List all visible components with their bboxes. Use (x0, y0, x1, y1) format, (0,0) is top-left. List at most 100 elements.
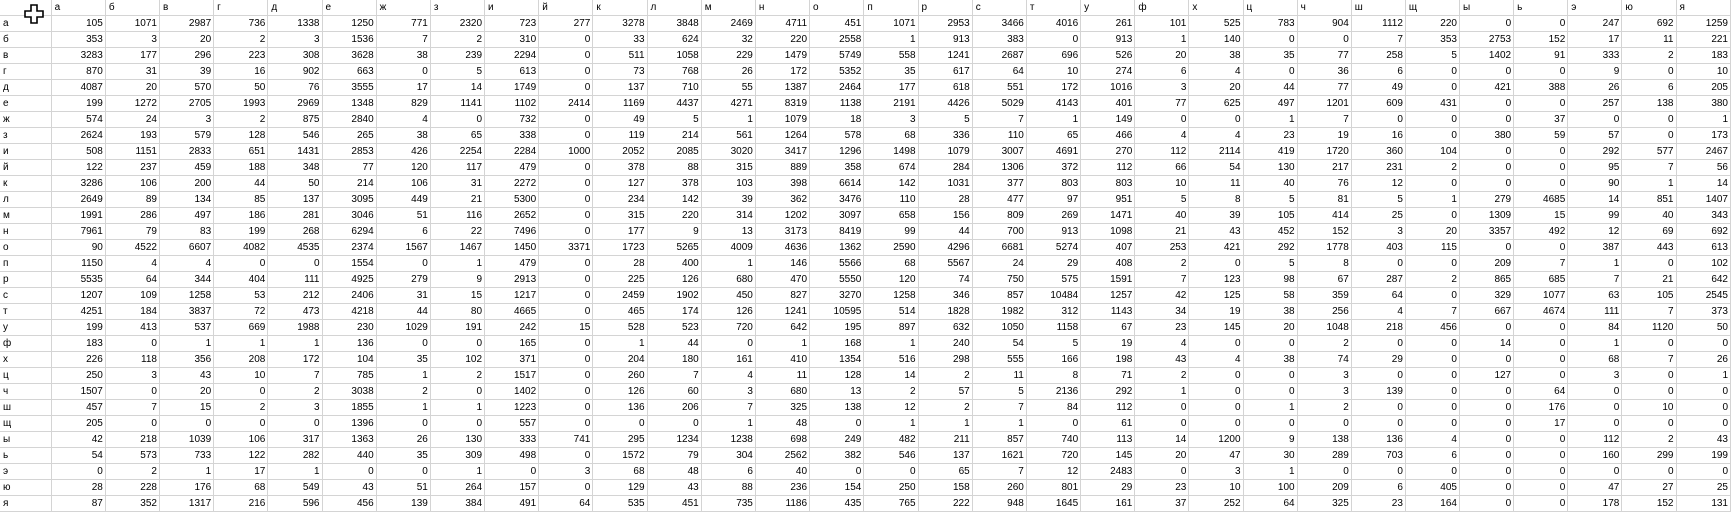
data-cell[interactable]: 561 (701, 127, 756, 145)
data-cell[interactable]: 0 (1621, 111, 1677, 129)
data-cell[interactable]: 77 (1297, 79, 1352, 97)
data-cell[interactable]: 360 (1351, 143, 1406, 161)
data-cell[interactable]: 0 (538, 303, 594, 321)
data-cell[interactable]: 516 (863, 351, 919, 369)
data-cell[interactable]: 43 (159, 367, 215, 385)
data-cell[interactable]: 0 (1297, 463, 1352, 481)
data-cell[interactable]: 3095 (322, 191, 377, 209)
data-cell[interactable]: 692 (1676, 223, 1731, 241)
column-header[interactable]: я (1676, 0, 1731, 17)
data-cell[interactable]: 0 (809, 415, 865, 433)
data-cell[interactable]: 3837 (159, 303, 215, 321)
data-cell[interactable]: 525 (1188, 15, 1244, 33)
data-cell[interactable]: 3038 (322, 383, 377, 401)
data-cell[interactable]: 274 (1080, 63, 1136, 81)
data-cell[interactable]: 252 (1188, 495, 1244, 513)
data-cell[interactable]: 0 (1134, 111, 1190, 129)
data-cell[interactable]: 710 (647, 79, 702, 97)
data-cell[interactable]: 2969 (267, 95, 323, 113)
data-cell[interactable]: 0 (1405, 287, 1460, 305)
data-cell[interactable]: 26 (376, 431, 431, 449)
data-cell[interactable]: 180 (647, 351, 702, 369)
data-cell[interactable]: 0 (1621, 415, 1677, 433)
data-cell[interactable]: 106 (213, 431, 269, 449)
data-cell[interactable]: 130 (1243, 159, 1298, 177)
data-cell[interactable]: 1567 (376, 239, 431, 257)
data-cell[interactable]: 609 (1351, 95, 1406, 113)
data-cell[interactable]: 79 (647, 447, 702, 465)
data-cell[interactable]: 1855 (322, 399, 377, 417)
data-cell[interactable]: 87 (51, 495, 106, 513)
data-cell[interactable]: 103 (701, 175, 756, 193)
data-cell[interactable]: 222 (918, 495, 973, 513)
data-cell[interactable]: 1169 (592, 95, 648, 113)
data-cell[interactable]: 20 (1405, 223, 1460, 241)
data-cell[interactable]: 289 (1297, 447, 1352, 465)
data-cell[interactable]: 0 (1026, 31, 1082, 49)
data-cell[interactable]: 172 (1026, 79, 1082, 97)
row-label-cell[interactable]: ь (0, 447, 52, 465)
data-cell[interactable]: 13 (701, 223, 756, 241)
column-header[interactable]: м (701, 0, 756, 17)
column-header[interactable]: с (972, 0, 1027, 17)
data-cell[interactable]: 1029 (376, 319, 431, 337)
data-cell[interactable]: 3 (1297, 383, 1352, 401)
row-label-cell[interactable]: а (0, 15, 52, 33)
data-cell[interactable]: 27 (1621, 479, 1677, 497)
data-cell[interactable]: 240 (918, 335, 973, 353)
data-cell[interactable]: 67 (1080, 319, 1136, 337)
data-cell[interactable]: 663 (322, 63, 377, 81)
column-header[interactable]: ф (1134, 0, 1190, 17)
data-cell[interactable]: 1306 (972, 159, 1027, 177)
data-cell[interactable]: 2649 (51, 191, 106, 209)
data-cell[interactable]: 88 (647, 159, 702, 177)
data-cell[interactable]: 4437 (647, 95, 702, 113)
data-cell[interactable]: 292 (1080, 383, 1136, 401)
data-cell[interactable]: 15 (159, 399, 215, 417)
data-cell[interactable]: 145 (1188, 319, 1244, 337)
data-cell[interactable]: 24 (105, 111, 160, 129)
data-cell[interactable]: 5 (430, 63, 486, 81)
data-cell[interactable]: 336 (918, 127, 973, 145)
data-cell[interactable]: 456 (322, 495, 377, 513)
data-cell[interactable]: 0 (1351, 399, 1406, 417)
data-cell[interactable]: 183 (51, 335, 106, 353)
data-cell[interactable]: 260 (972, 479, 1027, 497)
data-cell[interactable]: 57 (1567, 127, 1623, 145)
data-cell[interactable]: 0 (1621, 63, 1677, 81)
data-cell[interactable]: 142 (863, 175, 919, 193)
data-cell[interactable]: 913 (1080, 31, 1136, 49)
data-cell[interactable]: 22 (430, 223, 486, 241)
data-cell[interactable]: 31 (430, 175, 486, 193)
data-cell[interactable]: 0 (1459, 239, 1515, 257)
row-label-cell[interactable]: ю (0, 479, 52, 497)
data-cell[interactable]: 249 (809, 431, 865, 449)
column-header[interactable]: щ (1405, 0, 1460, 17)
data-cell[interactable]: 579 (159, 127, 215, 145)
data-cell[interactable]: 3 (1567, 367, 1623, 385)
data-cell[interactable]: 84 (1567, 319, 1623, 337)
data-cell[interactable]: 0 (1459, 495, 1515, 513)
data-cell[interactable]: 199 (213, 223, 269, 241)
data-cell[interactable]: 398 (755, 175, 811, 193)
data-cell[interactable]: 59 (1513, 127, 1569, 145)
data-cell[interactable]: 13 (809, 383, 865, 401)
data-cell[interactable]: 482 (863, 431, 919, 449)
column-header[interactable]: ч (1297, 0, 1352, 17)
data-cell[interactable]: 0 (322, 463, 377, 481)
data-cell[interactable]: 0 (1459, 15, 1515, 33)
data-cell[interactable]: 4 (376, 111, 431, 129)
data-cell[interactable]: 7961 (51, 223, 106, 241)
data-cell[interactable]: 479 (484, 159, 540, 177)
data-cell[interactable]: 7 (1621, 159, 1677, 177)
data-cell[interactable]: 3 (863, 111, 919, 129)
data-cell[interactable]: 11 (972, 367, 1027, 385)
data-cell[interactable]: 15 (1513, 207, 1569, 225)
data-cell[interactable]: 1 (1026, 111, 1082, 129)
data-cell[interactable]: 28 (51, 479, 106, 497)
data-cell[interactable]: 2833 (159, 143, 215, 161)
data-cell[interactable]: 73 (592, 63, 648, 81)
data-cell[interactable]: 0 (809, 463, 865, 481)
data-cell[interactable]: 138 (809, 399, 865, 417)
data-cell[interactable]: 514 (863, 303, 919, 321)
